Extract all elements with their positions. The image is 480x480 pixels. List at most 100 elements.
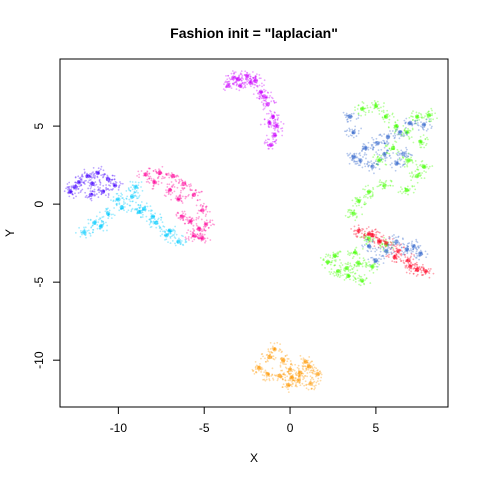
data-point-spread xyxy=(424,273,427,275)
data-point-spread xyxy=(393,133,396,135)
data-point-spread xyxy=(422,166,425,169)
data-point-spread xyxy=(93,219,96,222)
data-point-spread xyxy=(84,171,86,174)
data-point-spread xyxy=(77,175,80,178)
data-point xyxy=(404,247,409,252)
data-point-spread xyxy=(86,175,89,177)
data-point-spread xyxy=(244,81,246,84)
data-point-spread xyxy=(204,229,207,232)
data-point-spread xyxy=(66,186,69,188)
data-point-spread xyxy=(408,242,411,244)
data-point-spread xyxy=(412,245,415,248)
data-point-spread xyxy=(303,384,306,387)
data-point-spread xyxy=(362,257,365,260)
data-point-spread xyxy=(332,272,335,275)
data-point-spread xyxy=(254,77,257,80)
data-point-spread xyxy=(353,161,355,163)
data-point-spread xyxy=(427,167,430,170)
data-point-spread xyxy=(154,168,157,171)
data-point-spread xyxy=(357,263,360,265)
data-point-spread xyxy=(281,361,284,364)
data-point xyxy=(394,123,399,129)
data-point-spread xyxy=(105,188,108,191)
data-point-spread xyxy=(199,210,202,212)
data-point-spread xyxy=(305,383,308,386)
data-point-spread xyxy=(152,222,155,225)
data-point-spread xyxy=(137,191,139,194)
data-point-spread xyxy=(313,372,316,375)
data-point-spread xyxy=(134,195,136,197)
data-point-spread xyxy=(258,367,261,369)
data-point-spread xyxy=(277,130,279,133)
data-point-spread xyxy=(126,203,129,206)
data-point-spread xyxy=(149,222,152,224)
data-point-spread xyxy=(308,362,311,365)
data-point-spread xyxy=(408,260,411,263)
data-point-spread xyxy=(131,184,134,186)
data-point-spread xyxy=(209,219,212,222)
data-point-spread xyxy=(202,205,204,207)
data-point-spread xyxy=(405,130,408,133)
data-point-spread xyxy=(188,220,191,223)
data-point-spread xyxy=(349,156,352,159)
data-point-spread xyxy=(365,277,368,279)
data-point-spread xyxy=(222,88,225,91)
data-point-spread xyxy=(419,140,422,143)
data-point-spread xyxy=(413,263,415,266)
data-point-spread xyxy=(155,226,158,229)
data-point-spread xyxy=(411,263,414,266)
data-point-spread xyxy=(252,76,255,79)
data-point-spread xyxy=(96,176,99,179)
data-point-spread xyxy=(289,368,291,371)
data-point-spread xyxy=(226,80,229,83)
data-point xyxy=(303,359,308,364)
data-point-spread xyxy=(421,126,424,129)
data-point-spread xyxy=(405,148,408,151)
data-point-spread xyxy=(343,279,346,281)
data-point-spread xyxy=(230,72,233,75)
data-point-spread xyxy=(431,109,433,112)
data-point-spread xyxy=(368,190,371,193)
data-point-spread xyxy=(281,356,284,359)
data-point-spread xyxy=(400,254,403,257)
data-point-spread xyxy=(377,246,380,249)
data-point-spread xyxy=(262,378,264,381)
data-point-spread xyxy=(279,361,282,364)
data-point-spread xyxy=(266,144,269,147)
data-point-spread xyxy=(276,114,279,117)
data-point-spread xyxy=(386,149,388,152)
data-point-spread xyxy=(358,262,360,265)
data-point-spread xyxy=(371,111,374,113)
data-point-spread xyxy=(140,186,142,188)
data-point-spread xyxy=(413,267,416,269)
data-point-spread xyxy=(405,249,408,252)
data-point-spread xyxy=(90,185,93,188)
data-point-spread xyxy=(392,257,395,260)
data-point-spread xyxy=(410,159,413,161)
data-point-spread xyxy=(408,272,411,275)
data-point-spread xyxy=(417,267,420,270)
data-point-spread xyxy=(380,158,383,161)
data-point-spread xyxy=(397,162,400,165)
data-point-spread xyxy=(166,186,169,188)
data-point-spread xyxy=(170,198,173,201)
data-point-spread xyxy=(384,163,387,166)
data-point-spread xyxy=(344,273,346,276)
data-point-spread xyxy=(408,265,411,268)
data-point-spread xyxy=(378,159,381,162)
data-point-spread xyxy=(395,261,398,263)
data-point-spread xyxy=(317,372,320,374)
data-point-spread xyxy=(134,181,137,184)
data-point-spread xyxy=(318,372,321,375)
data-point-spread xyxy=(179,191,182,194)
data-point-spread xyxy=(161,177,163,180)
data-point-spread xyxy=(190,184,192,187)
data-point-spread xyxy=(368,245,370,248)
data-point-spread xyxy=(72,193,74,196)
data-point-spread xyxy=(403,119,406,122)
data-point-spread xyxy=(387,184,390,187)
data-point xyxy=(325,259,331,265)
data-point-spread xyxy=(407,127,409,130)
data-point xyxy=(397,130,403,135)
data-point-spread xyxy=(406,249,408,252)
